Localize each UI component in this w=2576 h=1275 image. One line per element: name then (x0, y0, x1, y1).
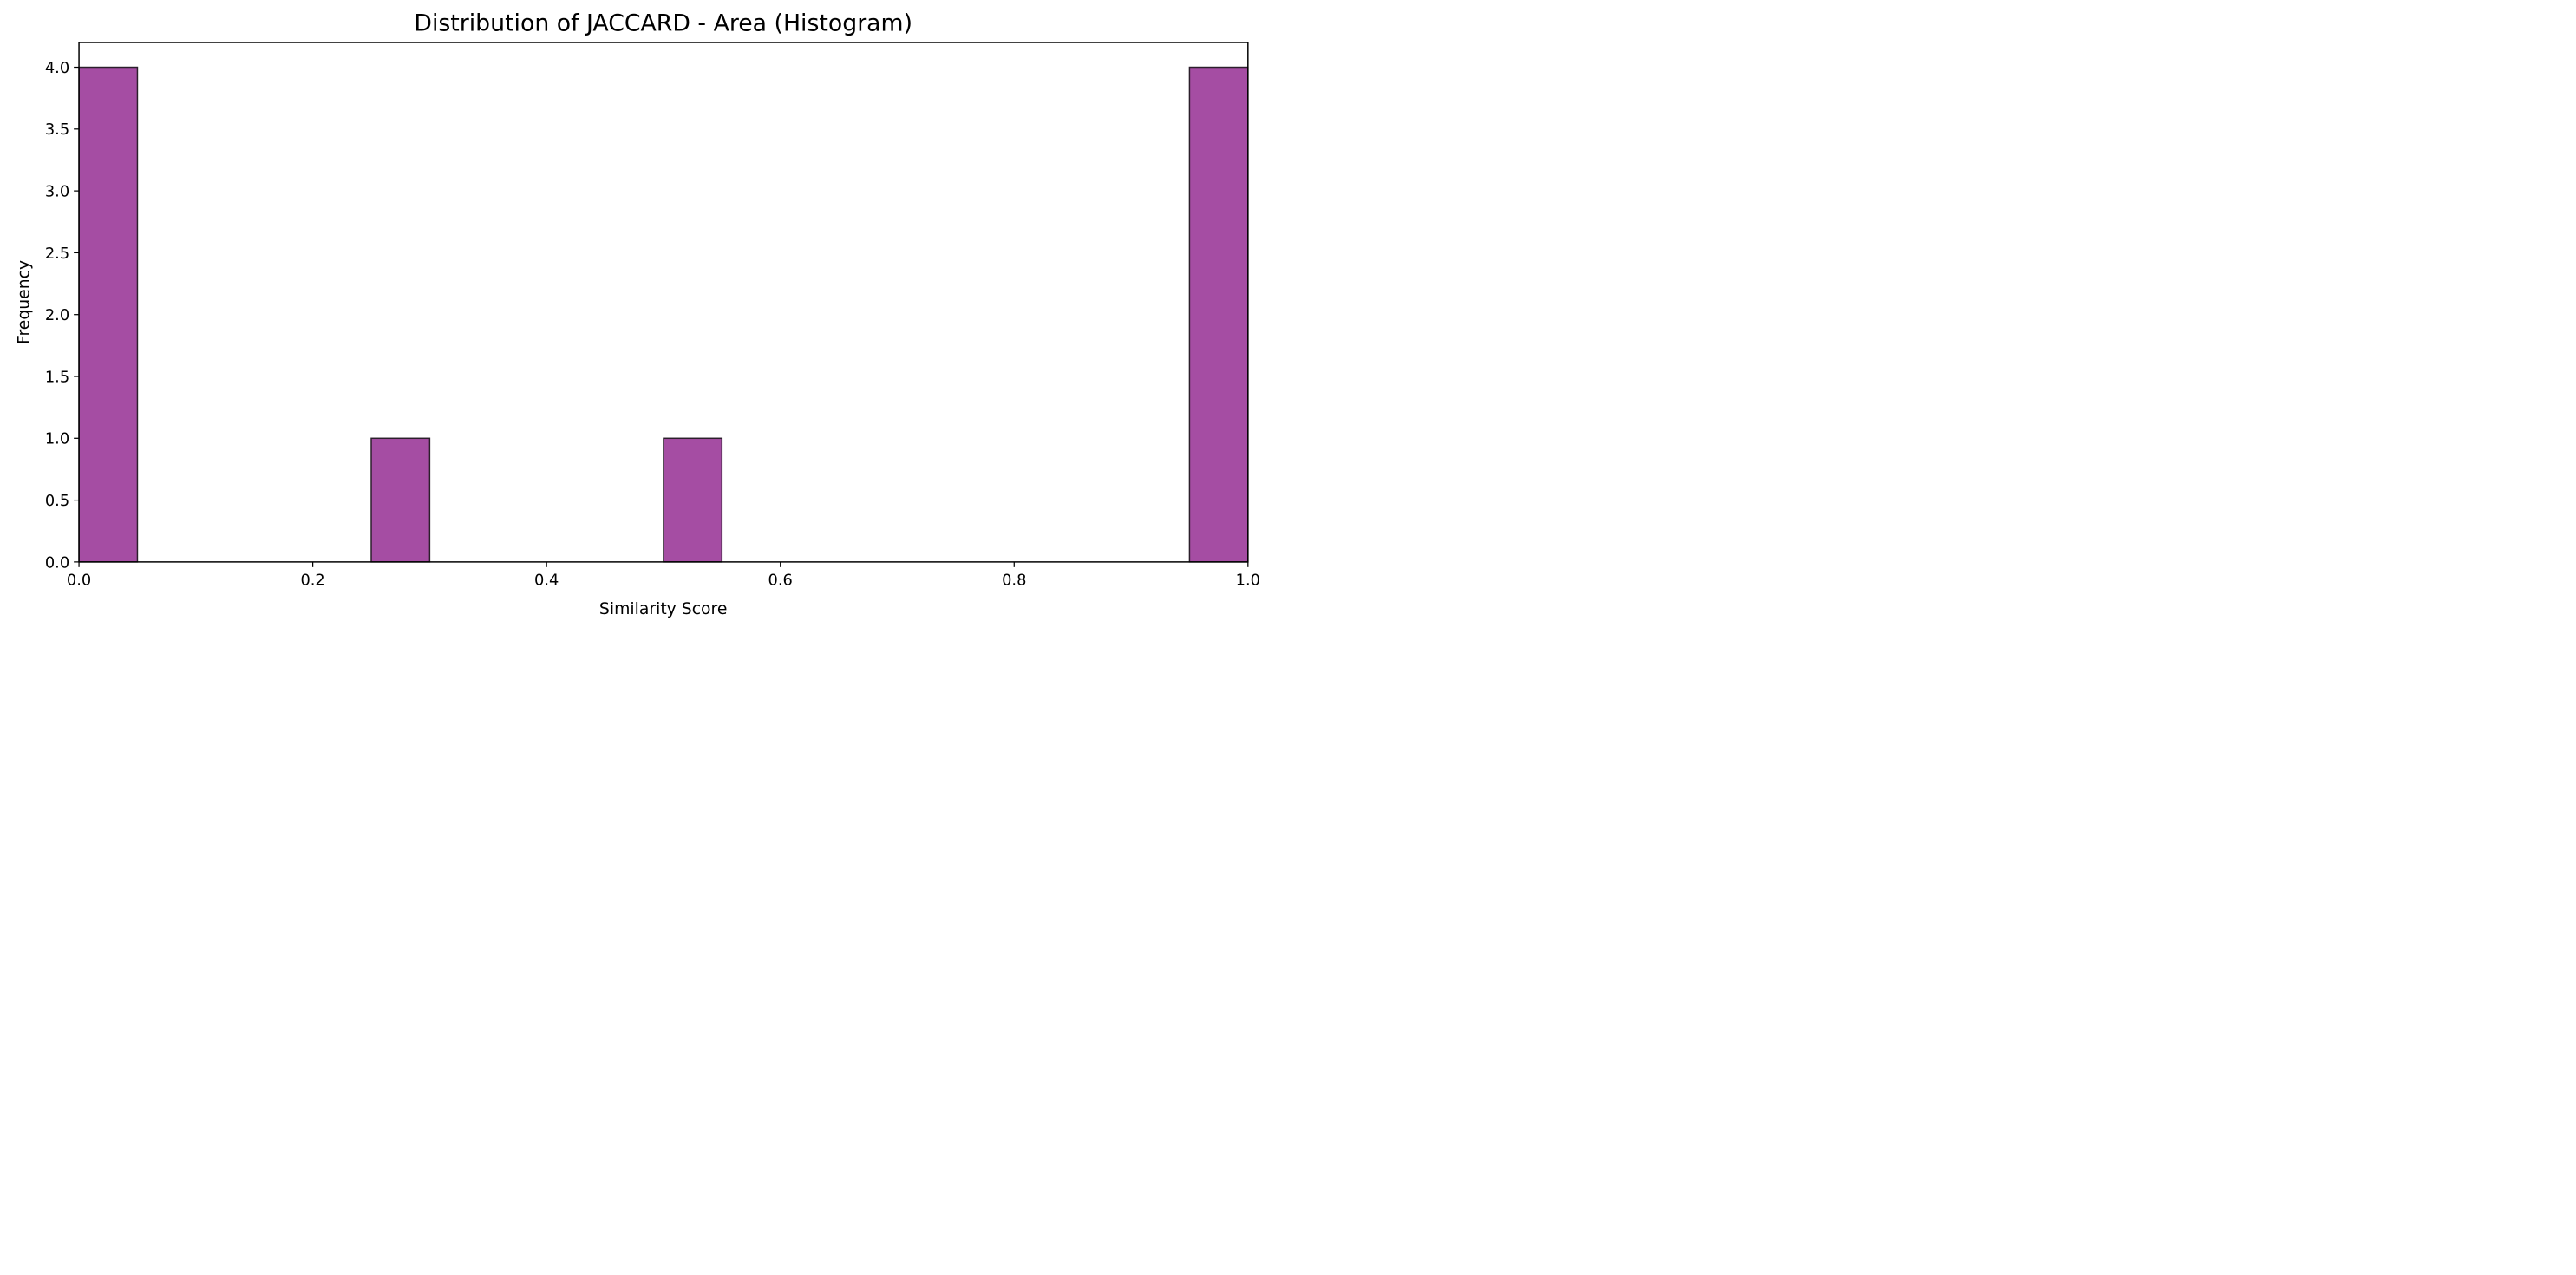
x-tick-label: 0.2 (300, 572, 324, 590)
histogram-bar-2 (663, 437, 723, 563)
x-axis-label: Similarity Score (599, 600, 728, 618)
plot-frame (78, 42, 1249, 563)
y-tick-label: 2.0 (45, 306, 69, 324)
y-tick-label: 3.5 (45, 121, 69, 139)
y-axis-label: Frequency (16, 260, 34, 344)
y-tick-label: 1.0 (45, 430, 69, 448)
y-tick-label: 0.5 (45, 492, 69, 510)
x-tick-label: 0.0 (67, 572, 91, 590)
y-tick-label: 2.5 (45, 245, 69, 263)
histogram-bars (78, 66, 1249, 563)
y-tick-label: 3.0 (45, 183, 69, 201)
y-tick-label: 4.0 (45, 59, 69, 77)
x-tick-label: 0.4 (534, 572, 559, 590)
x-tick-label: 1.0 (1236, 572, 1260, 590)
y-tick-label: 0.0 (45, 553, 69, 572)
histogram-chart: Distribution of JACCARD - Area (Histogra… (16, 10, 1260, 618)
x-tick-label: 0.6 (768, 572, 793, 590)
y-tick-label: 1.5 (45, 368, 69, 386)
histogram-bar-1 (370, 437, 431, 563)
chart-root: Distribution of JACCARD - Area (Histogra… (0, 0, 1275, 631)
histogram-bar-0 (78, 66, 139, 563)
x-tick-label: 0.8 (1002, 572, 1026, 590)
y-axis-ticks: 0.0 0.5 1.0 1.5 2.0 2.5 3.0 3.5 4.0 (45, 59, 80, 572)
x-axis-ticks: 0.0 0.2 0.4 0.6 0.8 1.0 (67, 561, 1260, 590)
chart-title: Distribution of JACCARD - Area (Histogra… (414, 10, 912, 37)
histogram-bar-3 (1188, 66, 1249, 563)
